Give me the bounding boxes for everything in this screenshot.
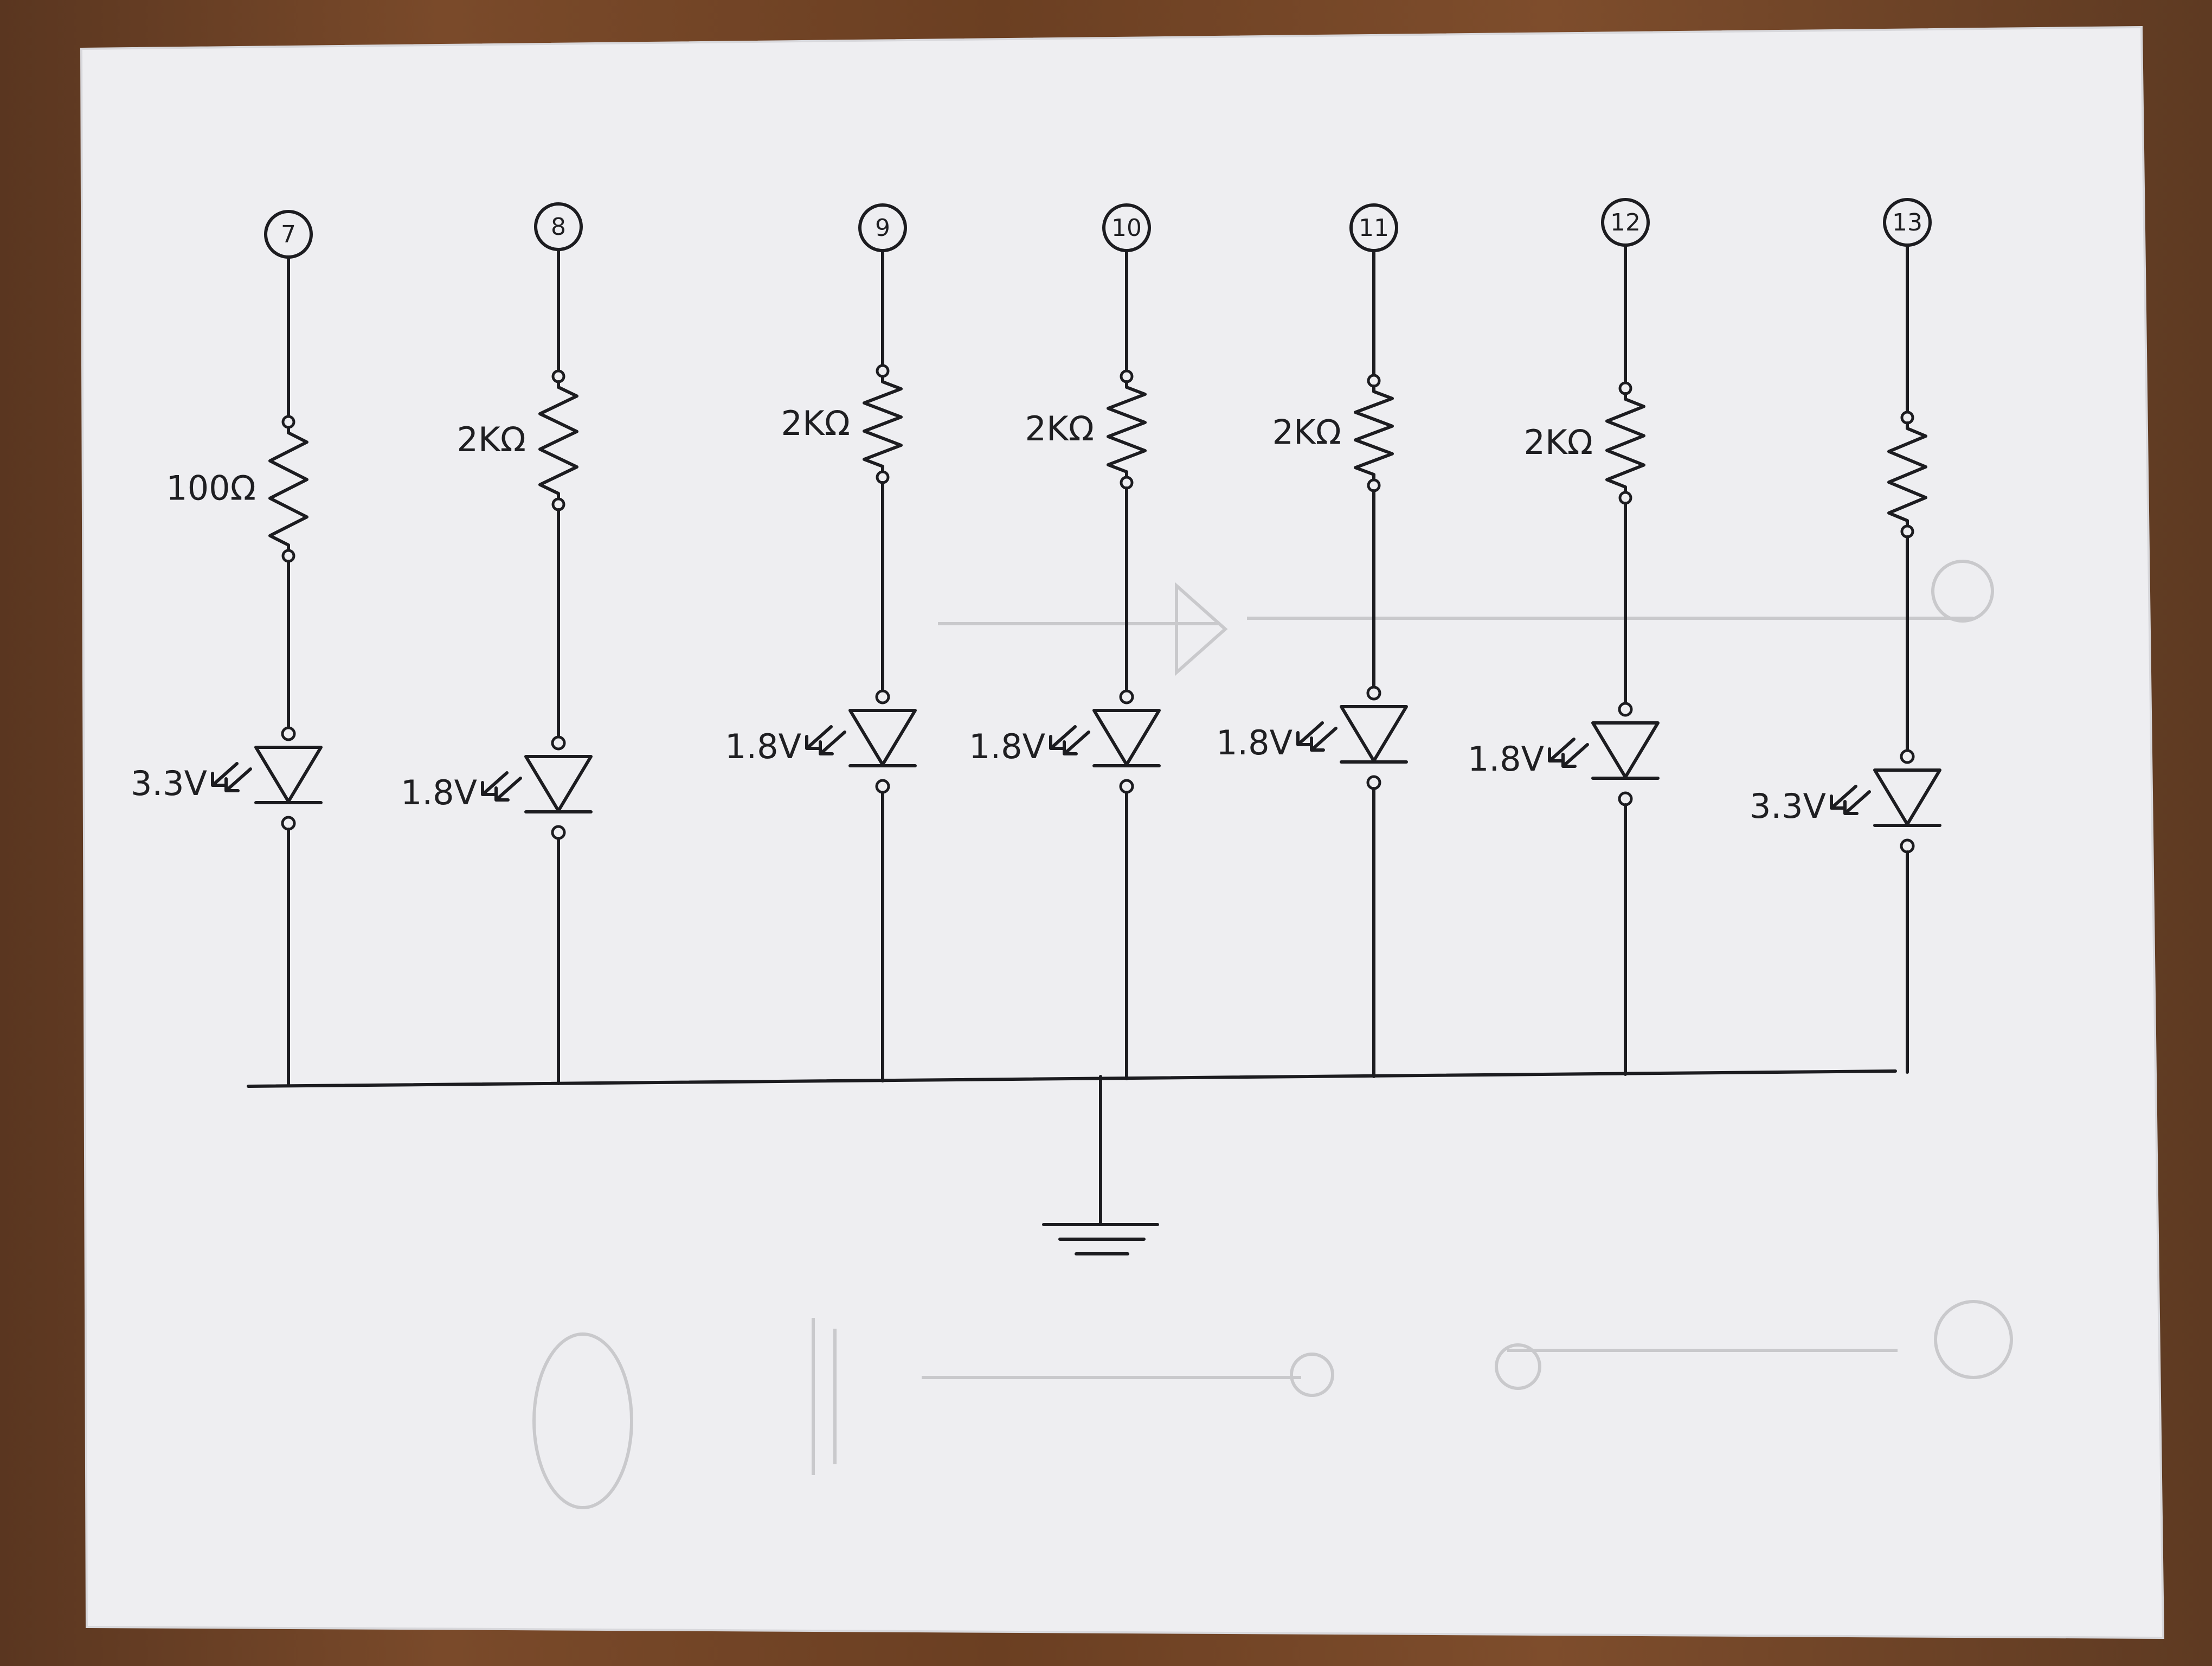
pin-label: 8 bbox=[551, 213, 566, 241]
led-channel-12: 12 2KΩ 1.8V bbox=[1468, 198, 1660, 1076]
resistor-value-label: 100Ω bbox=[166, 469, 256, 508]
light-arrows-icon bbox=[805, 725, 846, 755]
led-diode-icon bbox=[1591, 721, 1660, 779]
bleed-through-marks bbox=[532, 560, 2013, 1509]
resistor-icon bbox=[1605, 392, 1645, 494]
ground-bus bbox=[247, 1069, 1897, 1225]
led-voltage-label: 1.8V bbox=[401, 773, 477, 812]
led-voltage-label: 3.3V bbox=[1750, 786, 1826, 826]
ground-symbol-icon bbox=[1042, 1223, 1159, 1255]
junction-dot bbox=[1366, 775, 1381, 790]
junction-dot bbox=[1900, 838, 1915, 854]
resistor-value-label: 2KΩ bbox=[457, 420, 526, 459]
led-diode-icon bbox=[1340, 705, 1408, 762]
paper-sheet bbox=[80, 25, 2165, 1639]
led-channel-8: 8 2KΩ 1.8V bbox=[401, 202, 593, 1085]
led-diode-icon bbox=[1092, 709, 1161, 766]
light-arrows-icon bbox=[1830, 785, 1871, 815]
led-voltage-label: 1.8V bbox=[725, 727, 801, 766]
resistor-icon bbox=[1354, 385, 1394, 482]
junction-dot bbox=[1366, 685, 1381, 701]
junction-dot bbox=[875, 689, 890, 704]
resistor-value-label: 2KΩ bbox=[1524, 422, 1593, 462]
led-channel-9: 9 2KΩ 1.8V bbox=[725, 203, 917, 1082]
junction-dot bbox=[1618, 791, 1633, 806]
light-arrows-icon bbox=[481, 771, 522, 802]
led-voltage-label: 1.8V bbox=[1468, 739, 1544, 779]
led-voltage-label: 1.8V bbox=[969, 727, 1045, 766]
junction-dot bbox=[551, 735, 566, 751]
pin-label: 10 bbox=[1111, 214, 1142, 242]
junction-dot bbox=[875, 779, 890, 794]
resistor-icon bbox=[863, 375, 903, 473]
junction-dot bbox=[281, 816, 296, 831]
junction-dot bbox=[1900, 749, 1915, 764]
led-diode-icon bbox=[848, 709, 917, 766]
resistor-value-label: 2KΩ bbox=[781, 403, 850, 443]
led-diode-icon bbox=[524, 755, 593, 812]
pin-label: 9 bbox=[875, 214, 890, 242]
light-arrows-icon bbox=[1548, 738, 1589, 768]
resistor-icon bbox=[1107, 380, 1147, 479]
led-channel-13: 13 3.3V bbox=[1750, 198, 1941, 1074]
pin-label: 13 bbox=[1892, 209, 1922, 236]
led-diode-icon bbox=[1873, 768, 1941, 826]
led-channel-7: 7 100Ω 3.3V bbox=[131, 210, 323, 1087]
led-channel-10: 10 2KΩ 1.8V bbox=[969, 203, 1161, 1080]
led-channel-11: 11 2KΩ 1.8V bbox=[1216, 203, 1408, 1078]
resistor-icon bbox=[538, 380, 578, 501]
junction-dot bbox=[281, 726, 296, 741]
resistor-icon bbox=[1887, 421, 1927, 528]
light-arrows-icon bbox=[211, 762, 252, 792]
junction-dot bbox=[1119, 689, 1134, 704]
pin-label: 7 bbox=[281, 221, 296, 248]
junction-dot bbox=[1618, 702, 1633, 717]
resistor-value-label: 2KΩ bbox=[1272, 413, 1341, 452]
junction-dot bbox=[551, 825, 566, 840]
light-arrows-icon bbox=[1296, 721, 1338, 752]
light-arrows-icon bbox=[1049, 725, 1090, 755]
led-voltage-label: 3.3V bbox=[131, 764, 207, 803]
pin-label: 12 bbox=[1610, 209, 1641, 236]
led-diode-icon bbox=[254, 746, 323, 803]
junction-dot bbox=[1119, 779, 1134, 794]
resistor-icon bbox=[268, 426, 308, 552]
pin-label: 11 bbox=[1359, 214, 1389, 242]
led-voltage-label: 1.8V bbox=[1216, 723, 1293, 762]
resistor-value-label: 2KΩ bbox=[1025, 409, 1094, 448]
